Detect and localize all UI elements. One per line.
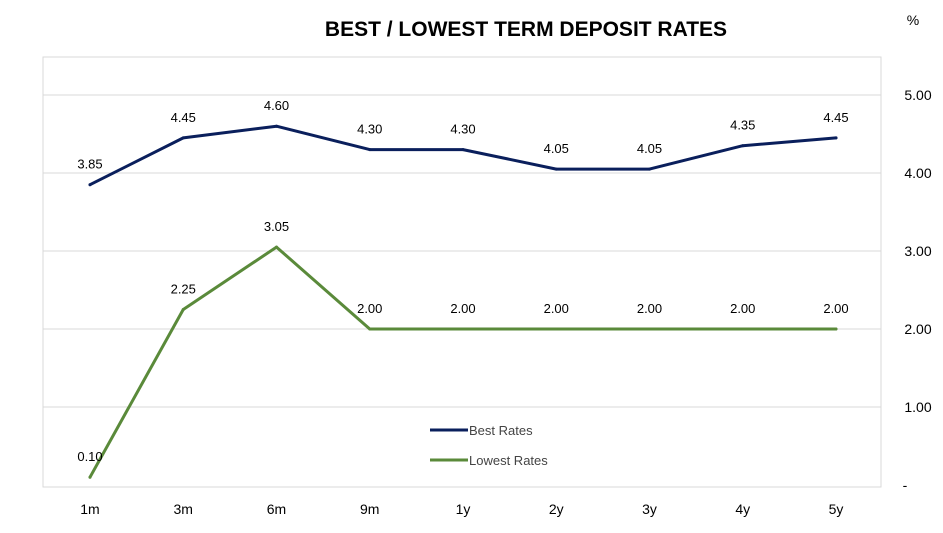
y-tick-label: 2.00 xyxy=(904,321,931,337)
data-point xyxy=(88,183,92,187)
data-point xyxy=(181,308,185,311)
data-point xyxy=(275,124,278,128)
data-label: 4.45 xyxy=(171,110,196,125)
data-point xyxy=(834,327,838,331)
data-label: 4.45 xyxy=(823,110,848,125)
gridlines xyxy=(43,94,881,408)
data-point xyxy=(275,245,278,249)
data-label: 2.00 xyxy=(357,301,382,316)
data-label: 4.30 xyxy=(357,122,382,137)
data-label: 4.05 xyxy=(637,141,662,156)
data-label: 3.05 xyxy=(264,219,289,234)
data-label: 2.00 xyxy=(637,301,662,316)
x-tick-label: 3m xyxy=(174,501,193,517)
legend-item: Lowest Rates xyxy=(430,453,548,468)
data-label: 4.30 xyxy=(450,122,475,137)
plot-area-frame xyxy=(42,56,882,488)
chart-title: BEST / LOWEST TERM DEPOSIT RATES xyxy=(325,18,727,41)
y-axis-unit-label: % xyxy=(907,12,919,28)
data-label: 4.60 xyxy=(264,98,289,113)
x-tick-label: 1y xyxy=(456,501,471,517)
x-tick-label: 6m xyxy=(267,501,286,517)
y-tick-label: 1.00 xyxy=(904,399,931,415)
y-tick-label: 5.00 xyxy=(904,87,931,103)
series-lines xyxy=(88,124,838,479)
data-label: 2.00 xyxy=(730,301,755,316)
data-point xyxy=(648,327,651,331)
data-label: 2.00 xyxy=(544,301,569,316)
data-point xyxy=(554,327,558,331)
data-point xyxy=(648,167,651,171)
data-label: 0.10 xyxy=(77,449,102,464)
y-axis-ticks: - 1.00 2.00 3.00 4.00 5.00 xyxy=(903,87,932,493)
data-label: 3.85 xyxy=(77,157,102,172)
x-tick-label: 4y xyxy=(735,501,750,517)
x-tick-label: 5y xyxy=(829,501,844,517)
data-point xyxy=(554,167,558,171)
data-point xyxy=(368,327,372,331)
x-tick-label: 3y xyxy=(642,501,657,517)
data-label: 2.00 xyxy=(823,301,848,316)
data-point xyxy=(741,144,745,148)
data-point xyxy=(181,136,185,140)
x-axis-ticks: 1m 3m 6m 9m 1y 2y 3y 4y 5y xyxy=(80,501,843,517)
data-label: 4.05 xyxy=(544,141,569,156)
data-label: 2.00 xyxy=(450,301,475,316)
x-tick-label: 2y xyxy=(549,501,564,517)
x-tick-label: 1m xyxy=(80,501,99,517)
data-point xyxy=(461,327,465,331)
y-tick-label: 3.00 xyxy=(904,243,931,259)
legend: Best Rates Lowest Rates xyxy=(430,423,548,468)
data-point xyxy=(834,136,838,140)
y-tick-label: - xyxy=(903,477,908,493)
data-label: 4.35 xyxy=(730,118,755,133)
data-label: 2.25 xyxy=(171,282,196,297)
legend-item: Best Rates xyxy=(430,423,533,438)
series-line-lowest-rates xyxy=(88,245,838,479)
data-point xyxy=(461,148,465,152)
data-point xyxy=(368,148,372,152)
y-tick-label: 4.00 xyxy=(904,165,931,181)
data-labels: 3.85 4.45 4.60 4.30 4.30 4.05 4.05 4.35 4.45 0.10… xyxy=(77,98,848,464)
legend-label: Lowest Rates xyxy=(469,453,548,468)
data-point xyxy=(88,475,92,479)
x-tick-label: 9m xyxy=(360,501,379,517)
data-point xyxy=(741,327,745,331)
legend-label: Best Rates xyxy=(469,423,533,438)
